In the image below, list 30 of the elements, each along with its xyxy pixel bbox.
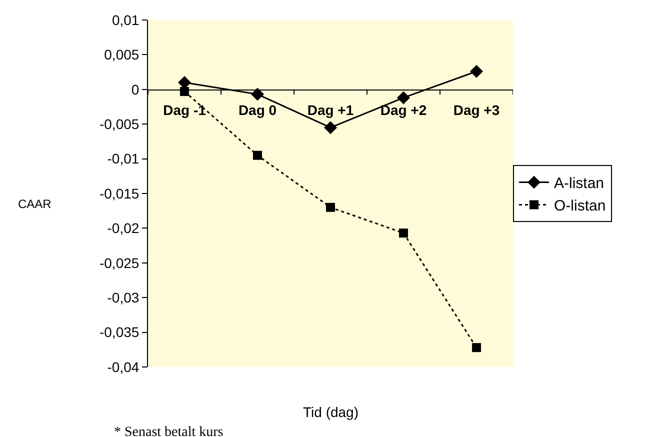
point	[399, 228, 408, 238]
y-tick-label: 0,01	[112, 12, 140, 28]
point	[251, 88, 264, 101]
x-tick-label: Dag -1	[163, 102, 206, 118]
y-tick-label: 0	[131, 81, 140, 98]
x-axis-title: Tid (dag)	[303, 404, 359, 420]
y-tick-label: -0,005	[99, 116, 140, 132]
y-tick-label: -0,02	[107, 220, 140, 236]
point	[472, 343, 481, 352]
point	[397, 91, 410, 104]
y-tick-label: -0,04	[107, 358, 140, 375]
y-axis-title: CAAR	[18, 197, 52, 211]
x-tick-label: Dag +1	[307, 102, 354, 118]
y-tick-label: -0,03	[107, 290, 140, 306]
point	[324, 121, 337, 134]
legend-label: A-listan	[554, 175, 604, 192]
y-tick-label: -0,035	[99, 324, 140, 340]
y-tick-label: -0,01	[107, 150, 140, 167]
y-tick-label: -0,015	[99, 185, 140, 202]
point	[178, 76, 191, 89]
x-tick-label: Dag 0	[238, 102, 277, 118]
legend-label: O-listan	[554, 198, 606, 215]
y-tick-label: -0,025	[99, 254, 140, 271]
text: * Senast betalt kurs	[114, 425, 224, 437]
x-tick-label: Dag +2	[380, 102, 427, 118]
y-tick-label: 0,005	[104, 46, 140, 63]
point	[326, 202, 335, 212]
point	[470, 64, 483, 78]
x-tick-label: Dag +3	[453, 102, 500, 118]
point	[253, 150, 262, 160]
